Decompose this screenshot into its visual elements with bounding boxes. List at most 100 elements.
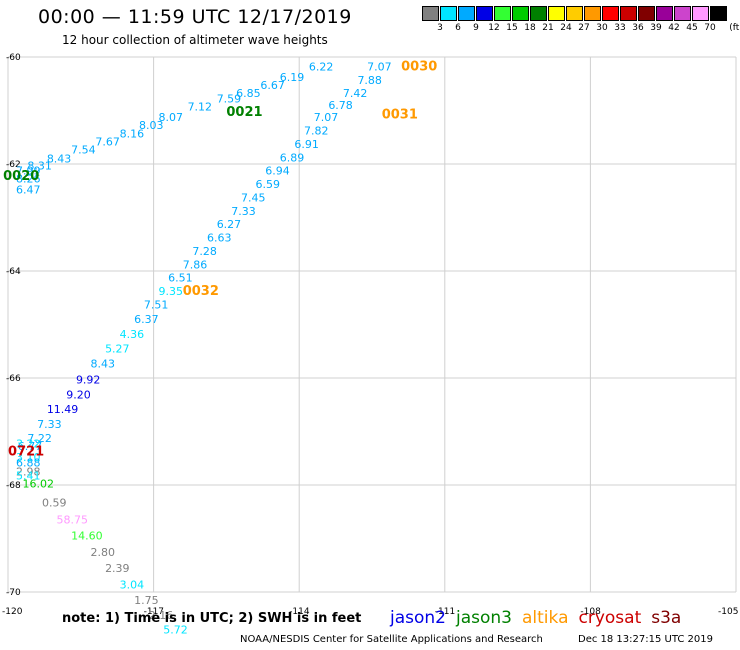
generation-timestamp: Dec 18 13:27:15 UTC 2019	[578, 634, 713, 645]
pass-time-label: 0032	[183, 284, 219, 299]
wave-height-value: 5.72	[163, 624, 188, 637]
legend-swatch	[512, 6, 529, 21]
wave-height-value: 8.43	[91, 357, 116, 370]
wave-height-value: 6.89	[280, 151, 305, 164]
legend-tick-label: 27	[578, 23, 590, 33]
wave-height-value: 16.02	[23, 478, 54, 491]
wave-height-value: 7.07	[367, 60, 392, 73]
wave-height-value: 8.26	[16, 173, 41, 186]
legend-swatch	[548, 6, 565, 21]
wave-height-observations: 6.22 6.196.676.857.59 7.12 8.078.038.167.67…	[16, 60, 392, 636]
wave-height-value: 4.36	[120, 328, 145, 341]
legend-tick-label: 33	[614, 23, 626, 33]
wave-height-value: 6.63	[207, 232, 232, 245]
legend-swatch	[530, 6, 547, 21]
wave-height-value: 7.59	[217, 92, 242, 105]
wave-height-value: 58.75	[57, 514, 89, 527]
wave-height-value: 6.51	[168, 272, 193, 285]
wave-height-value: 6.19	[280, 71, 305, 84]
wave-height-value: 5.27	[105, 342, 130, 355]
legend-tick-label: 42	[668, 23, 680, 33]
wave-height-value: 7.82	[304, 125, 329, 138]
latitude-tick-label: -60	[6, 53, 21, 63]
axis-labels: -120 -117 -114 -111 -108 -105 -60 -62 -64 -66 -68 -…	[2, 53, 738, 617]
legend-tick-label: 9	[473, 23, 479, 33]
wave-height-value: 6.88	[16, 456, 41, 469]
wave-height-value: 7.88	[357, 74, 382, 87]
wave-height-value: 6.94	[265, 165, 290, 178]
legend-tick-label: 18	[524, 23, 536, 33]
wave-height-value: 8.43	[47, 152, 72, 165]
legend-swatch	[494, 6, 511, 21]
longitude-tick-label: -108	[580, 607, 601, 617]
legend-tick-label: 39	[650, 23, 662, 33]
legend-unit: (ft)	[729, 23, 740, 33]
wave-height-value: 6.85	[236, 87, 261, 100]
wave-height-value: 5.41	[16, 470, 41, 483]
wave-height-value: 7.28	[192, 245, 217, 258]
wave-height-value: 7.12	[188, 101, 213, 114]
footer-note: note: 1) Time is in UTC; 2) SWH is in fe…	[62, 611, 362, 626]
wave-height-value: 7.54	[71, 143, 96, 156]
latitude-tick-label: -70	[6, 588, 21, 598]
longitude-tick-label: -117	[144, 607, 164, 617]
legend-tick-label: 36	[632, 23, 644, 33]
legend-swatch	[602, 6, 619, 21]
wave-height-value: 2.39	[105, 562, 130, 575]
wave-height-value: 6.22	[309, 60, 334, 73]
satellite-cryosat-label: cryosat	[578, 608, 642, 628]
wave-height-value: 6.27	[217, 218, 242, 231]
longitude-tick-label: -114	[289, 607, 310, 617]
legend-tick-label: 3	[437, 23, 443, 33]
wave-height-value: 9.35	[158, 285, 183, 298]
wave-height-value: 7.99	[16, 165, 41, 178]
longitude-tick-label: -111	[435, 607, 455, 617]
wave-height-value: 6.37	[134, 313, 159, 326]
lat-lon-grid	[7, 56, 737, 593]
satellite-legend: jason2 jason3 altika cryosat s3a	[390, 608, 691, 628]
longitude-tick-label: -105	[718, 607, 738, 617]
wave-height-value: 1.75	[134, 594, 159, 607]
legend-swatch	[710, 6, 727, 21]
legend-tick-label: 12	[488, 23, 500, 33]
legend-swatch	[674, 6, 691, 21]
wave-height-value: 14.60	[71, 530, 103, 543]
legend-swatch	[566, 6, 583, 21]
wave-height-value: 7.42	[343, 87, 368, 100]
wave-height-value: 2.80	[91, 546, 116, 559]
wave-height-value: 6.78	[328, 99, 353, 112]
wave-height-value: 3.22	[16, 438, 41, 451]
legend-tick-label: 6	[455, 23, 461, 33]
credit-line: NOAA/NESDIS Center for Satellite Applica…	[240, 634, 543, 645]
chart-title: 00:00 — 11:59 UTC 12/17/2019	[38, 6, 352, 28]
wave-height-value: 6.47	[16, 183, 41, 196]
legend-swatch	[584, 6, 601, 21]
wave-height-value: 3.10	[16, 451, 41, 464]
wave-height-value: 6.91	[294, 138, 319, 151]
latitude-tick-label: -66	[6, 374, 21, 384]
latitude-tick-label: -62	[6, 160, 21, 170]
pass-time-label: 0721	[8, 445, 44, 460]
wave-height-value: 7.51	[144, 298, 169, 311]
wave-height-value: 6.77	[18, 440, 42, 453]
legend-swatch	[440, 6, 457, 21]
legend-tick-label: 45	[686, 23, 698, 33]
wave-height-value: 11.49	[47, 403, 79, 416]
pass-time-labels: 0030 0021 0031 0020 0032 0721	[3, 59, 437, 459]
satellite-altika-label: altika	[522, 608, 569, 628]
wave-height-value: 8.31	[27, 159, 52, 172]
satellite-jason2-label: jason2	[390, 608, 446, 628]
wave-height-value: 7.22	[27, 432, 52, 445]
pass-time-label: 0031	[382, 108, 418, 123]
latitude-tick-label: -64	[6, 267, 21, 277]
legend-swatch	[638, 6, 655, 21]
legend-tick-label: 70	[704, 23, 716, 33]
chart-subtitle: 12 hour collection of altimeter wave hei…	[62, 33, 328, 47]
wave-height-value: 3.04	[120, 578, 145, 591]
wave-height-value: 9.92	[76, 373, 101, 386]
wave-height-value: 7.33	[231, 205, 256, 218]
wave-height-value: 7.67	[95, 135, 120, 148]
satellite-s3a-label: s3a	[651, 608, 682, 628]
satellite-jason3-label: jason3	[456, 608, 512, 628]
